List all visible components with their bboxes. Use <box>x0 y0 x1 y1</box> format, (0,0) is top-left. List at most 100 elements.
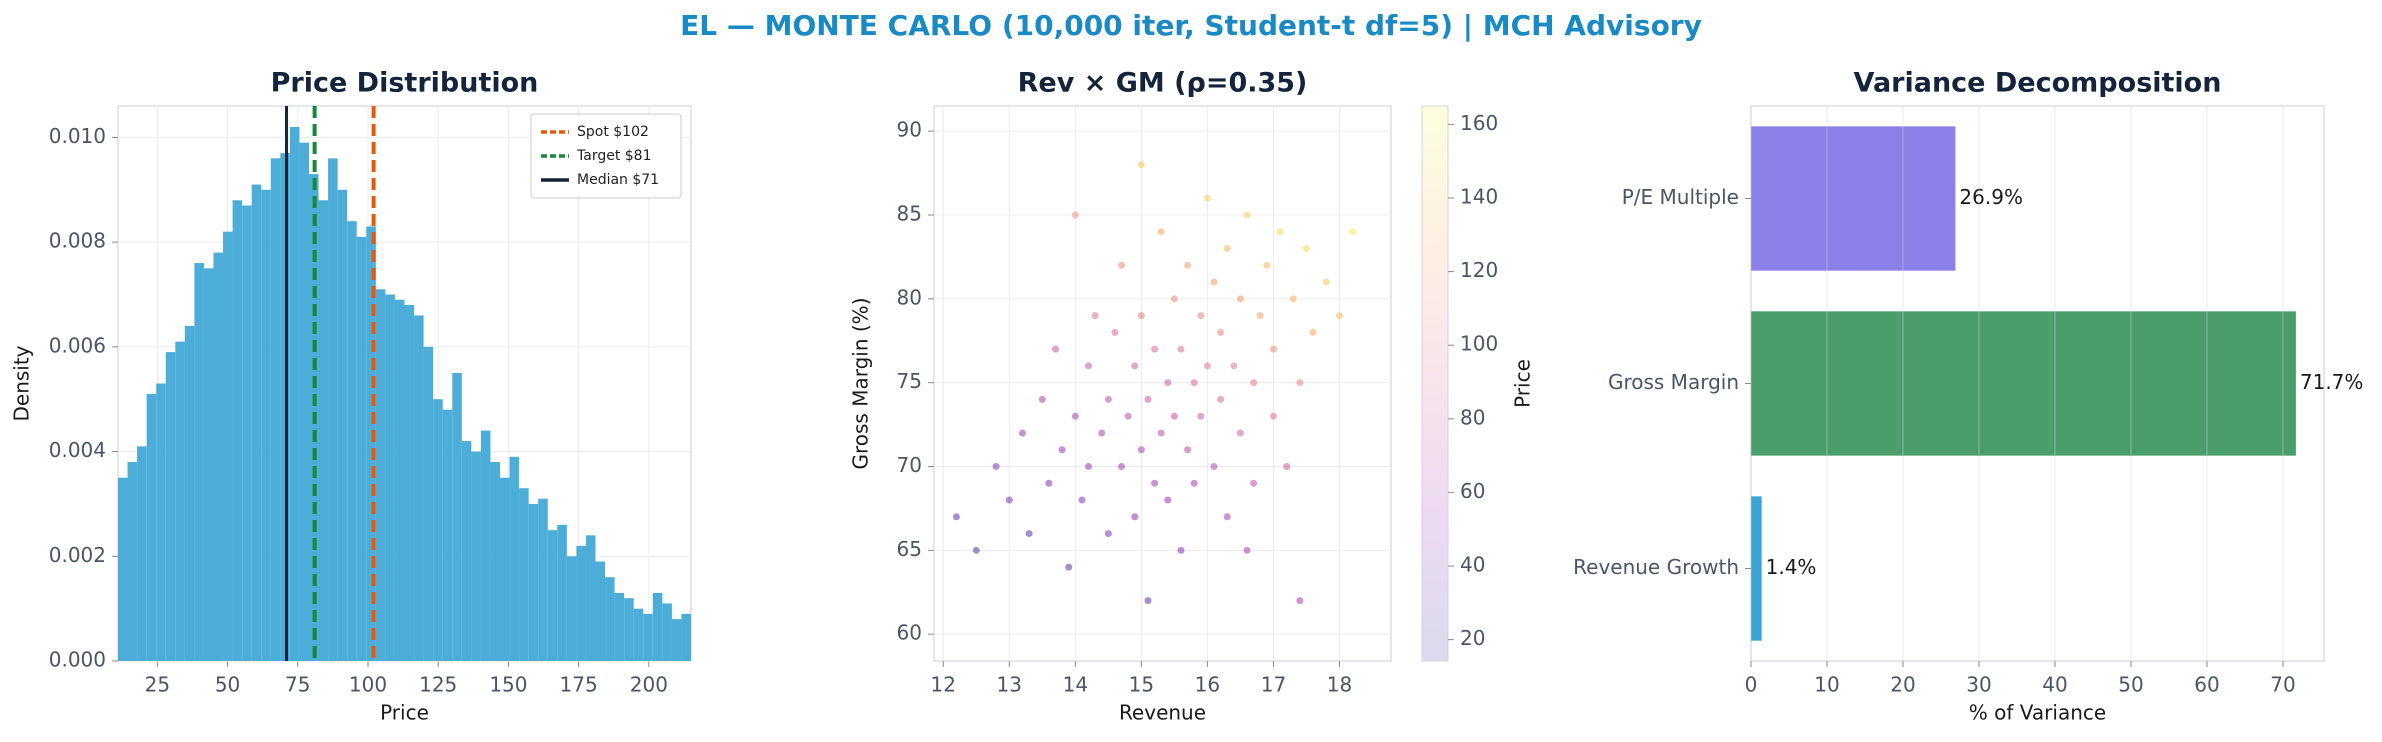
scatter-point <box>1045 479 1053 487</box>
histogram-bar <box>452 373 462 661</box>
legend-box <box>530 113 682 199</box>
colorbar-tick-label: 20 <box>1460 626 1485 650</box>
colorbar-tick-label: 160 <box>1460 111 1498 135</box>
histogram-bar <box>175 341 185 661</box>
scatter-point <box>1335 312 1343 320</box>
y-tick-label: 0.000 <box>49 648 106 672</box>
x-tick-label: 200 <box>630 673 668 697</box>
scatter-point <box>1131 362 1139 370</box>
scatter-point <box>1289 295 1297 303</box>
scatter-point <box>1005 496 1013 504</box>
x-tick-label: 15 <box>1129 673 1154 697</box>
histogram-bar <box>681 613 691 661</box>
histogram-bar <box>385 294 395 661</box>
scatter-point <box>1223 245 1231 253</box>
panel-title: Variance Decomposition <box>1854 68 2222 99</box>
legend-label: Spot $102 <box>577 124 649 140</box>
histogram-bar <box>242 205 252 661</box>
histogram-bar <box>414 315 424 661</box>
y-tick-label: Revenue Growth <box>1573 555 1739 579</box>
x-tick-label: 30 <box>1966 673 1991 697</box>
scatter-point <box>1144 395 1152 403</box>
histogram-bar <box>566 556 577 661</box>
histogram-bar <box>671 619 682 661</box>
scatter-point <box>1137 446 1145 454</box>
scatter-point <box>1151 345 1159 353</box>
histogram-bar <box>118 477 128 661</box>
y-tick-label: 90 <box>897 118 922 142</box>
bar-value-label: 71.7% <box>2300 370 2364 394</box>
histogram-bar <box>633 608 644 661</box>
y-tick-label: Gross Margin <box>1608 370 1739 394</box>
histogram-bar <box>433 399 443 661</box>
histogram-bar <box>480 430 491 661</box>
scatter-point <box>1302 245 1310 253</box>
y-tick-label: 0.004 <box>49 438 106 462</box>
histogram-bar <box>576 545 586 661</box>
scatter-point <box>1157 429 1165 437</box>
x-tick-label: 50 <box>215 673 240 697</box>
scatter-point <box>1038 395 1046 403</box>
x-tick-label: 14 <box>1063 673 1088 697</box>
histogram-bar <box>557 524 567 661</box>
x-tick-label: 150 <box>489 673 527 697</box>
scatter-point <box>1203 362 1211 370</box>
histogram-bar <box>490 462 500 661</box>
y-tick-label: 85 <box>897 201 922 225</box>
scatter-point <box>1256 312 1264 320</box>
scatter-point <box>1131 513 1139 521</box>
scatter-point <box>1085 462 1093 470</box>
x-axis-label: Price <box>380 701 429 725</box>
histogram-bar <box>461 441 472 661</box>
panel-title: Rev × GM (ρ=0.35) <box>1018 68 1308 99</box>
histogram-bar <box>194 263 204 661</box>
legend-label: Median $71 <box>577 172 659 188</box>
scatter-point <box>1025 530 1033 538</box>
x-tick-label: 12 <box>931 673 956 697</box>
colorbar-tick-label: 60 <box>1460 479 1485 503</box>
histogram-bar <box>643 613 653 661</box>
scatter-point <box>1322 278 1330 286</box>
y-tick-label: 0.008 <box>49 229 106 253</box>
x-tick-label: 0 <box>1745 673 1758 697</box>
histogram-bar <box>538 498 548 661</box>
histogram-bar <box>423 346 434 661</box>
y-tick-label: 70 <box>897 453 922 477</box>
histogram-bar <box>289 126 300 661</box>
scatter-point <box>1118 462 1126 470</box>
histogram-bar <box>165 352 176 661</box>
plot-area <box>933 105 1392 662</box>
scatter-point <box>1111 328 1119 336</box>
scatter-point <box>1203 194 1211 202</box>
x-tick-label: 18 <box>1327 673 1352 697</box>
colorbar-label: Price <box>1511 359 1535 408</box>
legend-label: Target $81 <box>576 148 651 164</box>
figure-title: EL — MONTE CARLO (10,000 iter, Student-t… <box>680 9 1702 42</box>
histogram-bar <box>223 231 233 661</box>
y-tick-label: 0.002 <box>49 543 106 567</box>
scatter-point <box>1283 462 1291 470</box>
scatter-point <box>1349 228 1357 236</box>
scatter-point <box>1263 261 1271 269</box>
scatter-point <box>972 546 980 554</box>
scatter-point <box>1250 479 1258 487</box>
scatter-point <box>1018 429 1026 437</box>
x-tick-label: 70 <box>2270 673 2295 697</box>
histogram-bar <box>585 535 596 661</box>
x-axis-label: % of Variance <box>1969 701 2106 725</box>
colorbar-tick-label: 100 <box>1460 332 1498 356</box>
histogram-bar <box>624 598 634 661</box>
scatter-point <box>1085 362 1093 370</box>
scatter-point <box>1217 328 1225 336</box>
bar-value-label: 26.9% <box>1959 185 2023 209</box>
histogram-bar <box>127 462 138 661</box>
scatter-point <box>1058 446 1066 454</box>
scatter-point <box>1223 513 1231 521</box>
scatter-point <box>1269 412 1277 420</box>
colorbar-tick-label: 140 <box>1460 185 1498 209</box>
scatter-point <box>1210 278 1218 286</box>
bar <box>1751 496 1762 641</box>
x-tick-label: 50 <box>2118 673 2143 697</box>
scatter-point <box>1243 546 1251 554</box>
histogram-bar <box>213 252 224 662</box>
